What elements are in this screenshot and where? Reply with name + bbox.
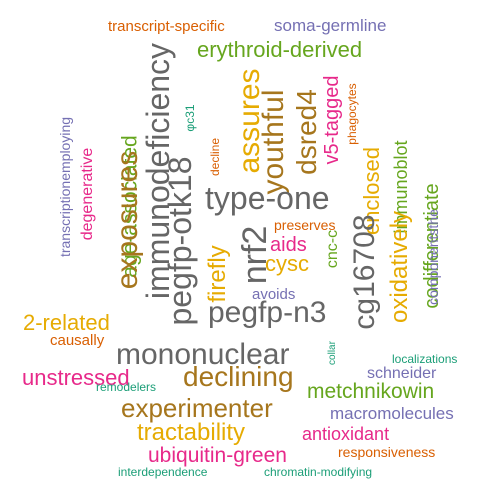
- word-2-related: 2-related: [23, 310, 110, 335]
- word-degenerative: degenerative: [79, 147, 96, 241]
- word-aids: aids: [270, 234, 307, 256]
- word-responsiveness: responsiveness: [338, 444, 436, 460]
- word-unstressed: unstressed: [22, 365, 130, 390]
- word-pegfp-otk18: pegfp-otk18: [162, 156, 198, 326]
- word-erythroid-derived: erythroid-derived: [197, 37, 363, 62]
- word-causally: causally: [50, 332, 105, 349]
- word-collar: collar: [327, 341, 338, 365]
- word-ubiquitin-green: ubiquitin-green: [148, 444, 287, 467]
- word-macromolecules: macromolecules: [330, 404, 454, 423]
- word-exposures: exposures: [111, 150, 144, 290]
- word-cnc-c: cnc-c: [324, 229, 341, 269]
- word-transcript-specific: transcript-specific: [108, 18, 225, 35]
- word-metchnikowin: metchnikowin: [307, 380, 435, 403]
- word-type-one: type-one: [205, 180, 330, 216]
- word-soma-germline: soma-germline: [274, 16, 387, 35]
- word-phagocytes: phagocytes: [345, 83, 359, 145]
- word-interdependence: interdependence: [118, 465, 208, 479]
- word-cysc: cysc: [265, 251, 309, 276]
- word-componentsthe: componentsthe: [425, 209, 441, 305]
- word-v5-tagged: v5-tagged: [321, 75, 343, 165]
- word-experimenter: experimenter: [121, 393, 273, 423]
- word-remodelers: remodelers: [96, 380, 157, 394]
- word-declining: declining: [183, 361, 294, 392]
- word-avoids: avoids: [252, 286, 296, 303]
- word-tractability: tractability: [137, 419, 246, 446]
- word-dsred4: dsred4: [291, 89, 322, 175]
- word-oxidatively: oxidatively: [386, 210, 413, 324]
- word-preserves: preserves: [274, 217, 336, 233]
- word-transcriptionemploying: transcriptionemploying: [57, 116, 73, 258]
- word-chromatin-modifying: chromatin-modifying: [264, 465, 373, 479]
- word-antioxidant: antioxidant: [302, 424, 390, 444]
- word-pegfp-n3: pegfp-n3: [208, 296, 327, 329]
- word-localizations: localizations: [392, 352, 458, 366]
- word-mononuclear: mononuclear: [116, 338, 290, 371]
- word-cg16708: cg16708: [348, 214, 381, 330]
- word-schneider: schneider: [367, 365, 437, 382]
